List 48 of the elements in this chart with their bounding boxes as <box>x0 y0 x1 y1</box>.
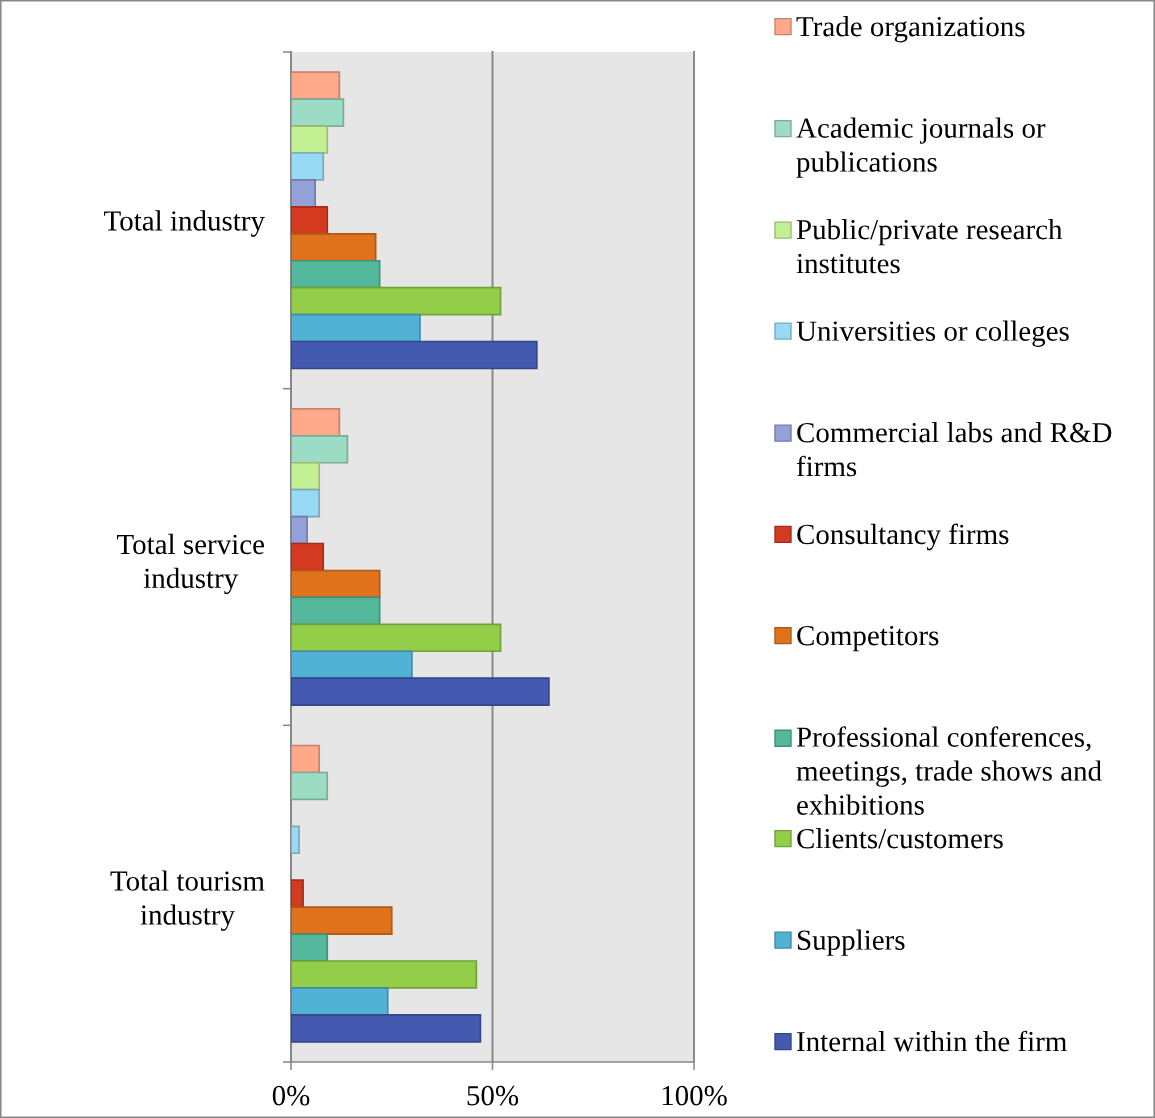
legend-label: Professional conferences, meetings, trade shows and exhibitions <box>796 726 1102 815</box>
bar <box>291 542 325 572</box>
bar <box>291 879 304 908</box>
legend-label: Academic journals or publications <box>796 117 1046 178</box>
bar <box>291 232 377 262</box>
bar <box>291 206 329 235</box>
legend-label: Internal within the firm <box>797 1030 1067 1052</box>
bar <box>291 71 341 100</box>
bar <box>291 569 381 599</box>
x-tick-label: 0% <box>272 1085 310 1106</box>
bar <box>291 744 321 774</box>
legend-label: Universities or colleges <box>796 320 1069 347</box>
legend-label: Public/private research institutes <box>796 219 1063 274</box>
bar <box>291 152 325 181</box>
bar <box>291 515 308 545</box>
bar <box>291 488 321 518</box>
bar <box>291 987 389 1016</box>
bar <box>291 286 502 316</box>
y-tick-label: Total service industry <box>116 533 264 595</box>
legend-label: Competitors <box>797 625 939 652</box>
y-tick-label: Total industry <box>104 210 265 237</box>
bar <box>291 933 329 962</box>
x-tick-label: 100% <box>662 1085 727 1106</box>
bar <box>291 125 329 154</box>
bar <box>291 179 317 208</box>
bar <box>291 434 349 464</box>
legend-label: Trade organizations <box>796 16 1025 43</box>
bar <box>291 650 413 680</box>
bar <box>291 98 345 127</box>
bar <box>291 677 550 706</box>
bar <box>291 340 538 370</box>
bar <box>291 596 381 626</box>
legend-label: Suppliers <box>797 929 905 956</box>
bar <box>291 906 393 935</box>
x-tick-label: 50% <box>467 1085 519 1106</box>
bar <box>291 825 300 855</box>
bar <box>291 623 502 653</box>
legend-label: Clients/customers <box>797 828 1003 849</box>
bar <box>291 408 341 437</box>
legend-label: Consultancy firms <box>797 523 1009 551</box>
bar <box>291 960 478 989</box>
bar <box>291 313 421 343</box>
y-tick-label: Total tourism industry <box>110 870 265 931</box>
legend-label: Commercial labs and R&D firms <box>796 422 1112 477</box>
bar <box>291 771 329 801</box>
bar <box>291 1014 482 1043</box>
bar <box>291 259 381 289</box>
bar <box>291 461 321 491</box>
